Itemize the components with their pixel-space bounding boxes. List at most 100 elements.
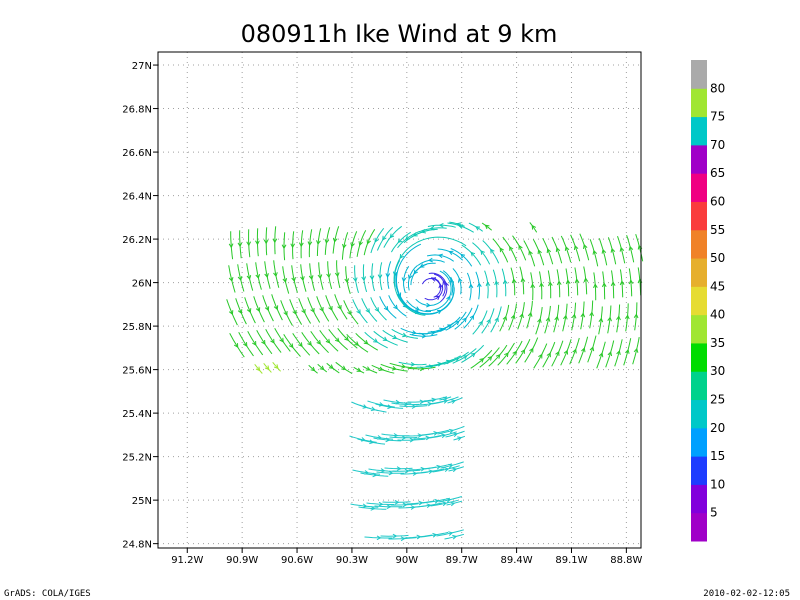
- streamline-arrow: [494, 317, 499, 323]
- streamline-arrow: [237, 275, 243, 282]
- streamline: [532, 239, 545, 266]
- streamline-arrow: [428, 469, 434, 474]
- streamline: [420, 531, 449, 538]
- streamline: [309, 263, 316, 291]
- streamline: [427, 254, 454, 262]
- streamline-arrow: [388, 470, 394, 476]
- streamline: [492, 238, 509, 263]
- streamline: [332, 226, 340, 254]
- streamline: [390, 231, 411, 253]
- streamline-arrow: [537, 249, 542, 255]
- y-tick-label: 26.8N: [122, 105, 152, 116]
- streamline-arrow: [625, 348, 630, 354]
- streamline-arrow: [328, 364, 334, 369]
- colorbar-label: 65: [710, 166, 725, 180]
- streamline-arrow: [272, 238, 278, 244]
- colorbar-label: 35: [710, 336, 725, 350]
- streamline: [437, 248, 464, 261]
- streamline: [307, 297, 321, 323]
- streamline: [408, 264, 419, 291]
- streamline: [352, 469, 381, 475]
- streamline-arrow: [490, 248, 495, 254]
- streamline-arrow: [504, 352, 509, 358]
- streamline-arrow: [432, 532, 438, 538]
- streamline-arrow: [273, 272, 278, 278]
- streamline: [273, 260, 280, 288]
- streamline: [335, 361, 353, 375]
- streamline: [492, 269, 498, 298]
- streamline: [551, 236, 563, 264]
- streamline-arrow: [538, 353, 543, 359]
- streamline-arrow: [358, 241, 363, 247]
- streamline: [562, 303, 568, 332]
- streamline-arrow: [485, 281, 491, 287]
- streamline: [506, 340, 523, 365]
- streamline: [341, 232, 349, 260]
- streamline-arrow: [308, 275, 314, 281]
- streamline-arrow: [431, 277, 437, 282]
- streamline: [535, 307, 543, 335]
- streamline: [383, 399, 412, 404]
- streamline-arrow: [520, 348, 526, 354]
- streamline-arrow: [438, 222, 444, 228]
- streamline: [316, 228, 322, 257]
- streamline-arrow: [334, 272, 340, 278]
- streamline: [611, 270, 615, 299]
- streamline-arrow: [546, 352, 551, 358]
- streamline-arrow: [243, 342, 248, 348]
- streamline-arrow: [427, 401, 433, 407]
- streamline: [359, 404, 387, 413]
- streamline: [556, 269, 561, 298]
- streamline: [291, 265, 298, 293]
- streamline-arrow: [334, 337, 340, 343]
- streamline: [529, 222, 538, 233]
- streamline: [379, 296, 397, 319]
- streamline-arrow: [356, 309, 361, 315]
- streamline-arrow: [583, 243, 588, 249]
- streamline: [501, 268, 507, 297]
- streamline: [316, 296, 330, 322]
- streamline: [324, 227, 331, 255]
- streamline: [544, 305, 551, 334]
- streamline: [436, 529, 464, 537]
- streamline-arrow: [396, 292, 402, 298]
- streamline-arrow: [592, 249, 598, 255]
- streamline-arrow: [442, 501, 448, 507]
- streamline: [262, 295, 274, 322]
- streamline: [364, 536, 393, 539]
- streamline-arrow: [255, 366, 261, 372]
- streamline-arrow: [601, 248, 607, 254]
- colorbar-swatch: [691, 258, 707, 287]
- streamline: [589, 239, 599, 267]
- streamline-arrow: [563, 349, 569, 355]
- colorbar-label: 15: [710, 449, 725, 463]
- streamline-arrow: [365, 308, 370, 314]
- streamline: [357, 438, 386, 445]
- y-tick-label: 25.8N: [122, 322, 152, 333]
- streamline: [439, 396, 452, 401]
- streamline: [317, 363, 328, 373]
- x-tick-label: 90.3W: [336, 555, 368, 566]
- streamline: [490, 306, 502, 333]
- streamline-arrow: [484, 224, 490, 230]
- streamline: [256, 330, 273, 355]
- streamline: [632, 337, 640, 365]
- colorbar-label: 30: [710, 364, 725, 378]
- streamline-arrow: [519, 312, 524, 319]
- streamline-arrow: [273, 305, 279, 311]
- streamline-arrow: [452, 467, 458, 473]
- streamline-arrow: [363, 339, 369, 345]
- streamline: [325, 295, 339, 321]
- streamline: [579, 233, 590, 261]
- streamline: [308, 229, 313, 258]
- colorbar-swatch: [691, 484, 707, 514]
- streamline: [381, 433, 410, 437]
- streamline-arrow: [478, 320, 483, 326]
- colorbar-label: 80: [710, 81, 725, 95]
- streamline-arrow: [372, 472, 378, 478]
- streamline: [463, 304, 479, 329]
- streamline-arrow: [509, 245, 514, 251]
- streamline-arrow: [344, 336, 349, 342]
- streamline-arrow: [397, 238, 403, 244]
